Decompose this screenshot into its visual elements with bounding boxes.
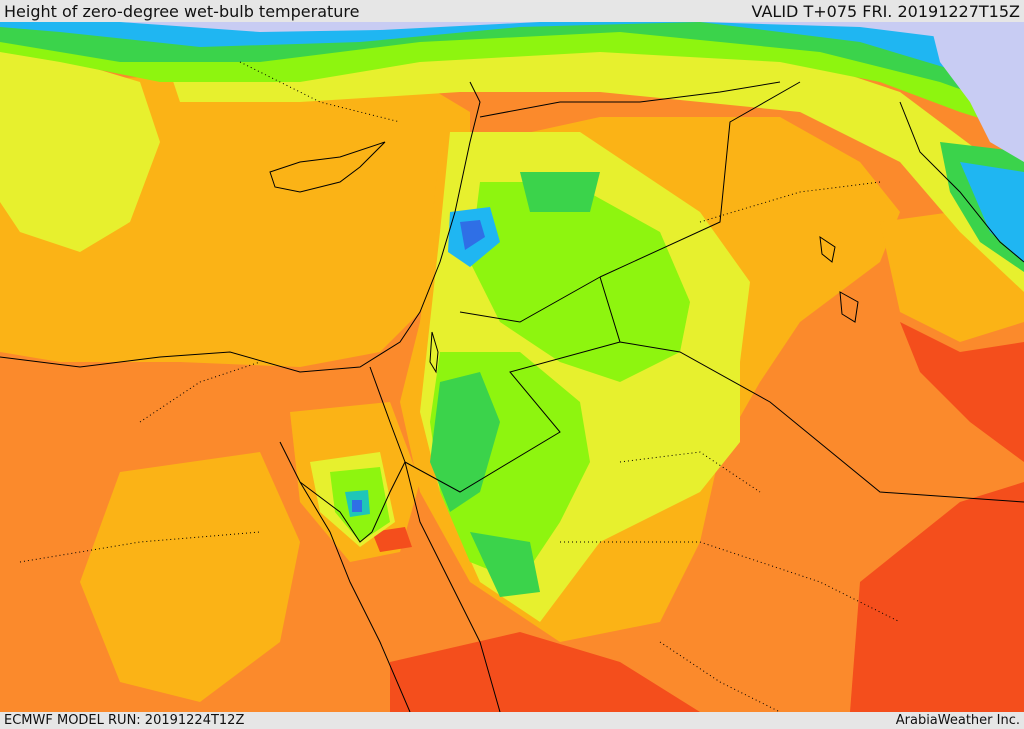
valid-time-label: VALID T+075 FRI. 20191227T15Z: [751, 1, 1020, 21]
model-run-label: ECMWF MODEL RUN: 20191224T12Z: [4, 713, 245, 728]
border-syria-jordan: [459, 276, 601, 323]
coastline-dead-sea: [429, 331, 439, 374]
field-lavender-northeast: [930, 22, 1024, 162]
field-red-east: [900, 322, 1024, 462]
field-blue-sinai: [352, 500, 362, 512]
field-cyan-east: [960, 162, 1024, 262]
coastline-red-sea-west: [279, 441, 411, 712]
field-lime-syria: [470, 182, 690, 382]
boundary-dotted-4: [619, 451, 761, 493]
coastline-lake-east-2: [839, 291, 859, 323]
field-lavender-north: [0, 22, 1024, 62]
boundary-dotted-7: [239, 61, 401, 123]
boundary-dotted-5: [659, 641, 781, 712]
credit-label: ArabiaWeather Inc.: [895, 713, 1020, 728]
map-title: Height of zero-degree wet-bulb temperatu…: [4, 1, 360, 21]
field-green-jordan-valley: [430, 372, 500, 512]
field-amber-egypt: [80, 452, 300, 702]
field-green-syria-west: [520, 172, 600, 212]
field-cyan-north-strip: [0, 22, 1024, 92]
border-syria-iraq: [599, 276, 1024, 503]
field-yellow-north: [0, 42, 160, 252]
boundary-dotted-6: [699, 181, 881, 223]
coastline-red-sea-east: [404, 461, 501, 712]
coastline-gulf-suez: [299, 481, 373, 543]
border-egypt-israel: [369, 366, 406, 463]
field-red-southeast: [850, 482, 1024, 712]
footer-bar: ECMWF MODEL RUN: 20191224T12Z ArabiaWeat…: [0, 712, 1024, 729]
coastline-lake-east: [819, 235, 836, 263]
field-blue-lebanon: [460, 220, 485, 250]
coastline-mediterranean: [0, 81, 481, 373]
border-jordan-saudi: [404, 341, 621, 493]
coastline-aqaba: [371, 461, 406, 533]
header-bar: Height of zero-degree wet-bulb temperatu…: [0, 0, 1024, 22]
field-yellow-strip-north: [160, 37, 1024, 292]
coastline-cyprus: [269, 141, 386, 193]
wet-bulb-map: [0, 22, 1024, 712]
boundary-dotted-2: [19, 531, 261, 563]
boundary-dotted-1: [139, 361, 261, 423]
border-turkey-syria: [479, 81, 781, 118]
field-red-aqaba: [372, 527, 412, 552]
field-green-arabia: [470, 532, 540, 597]
field-red-south: [390, 632, 700, 712]
border-iraq-north: [599, 81, 801, 278]
border-iran-iraq: [899, 101, 1024, 263]
